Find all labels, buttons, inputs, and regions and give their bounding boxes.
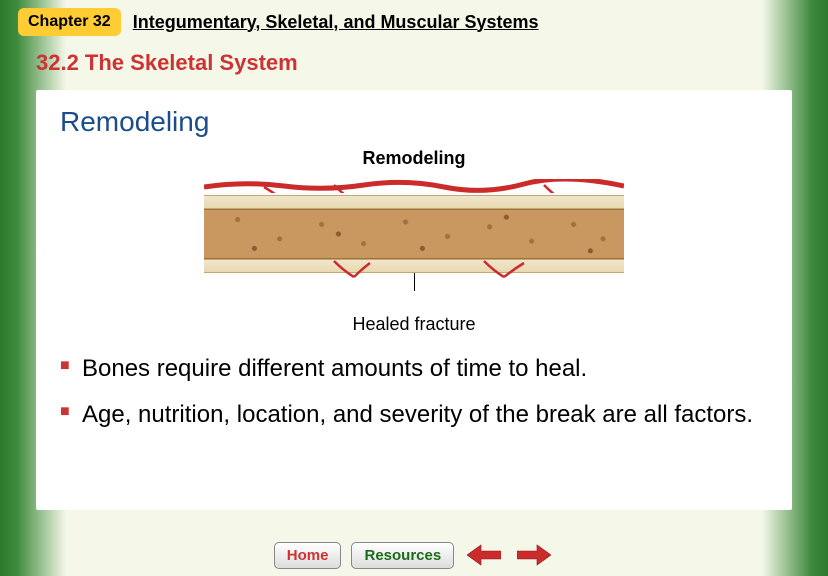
bone-diagram (204, 175, 624, 305)
slide-header: Chapter 32 Integumentary, Skeletal, and … (0, 0, 828, 36)
diagram-label-top: Remodeling (60, 148, 768, 169)
pointer-line (414, 273, 415, 291)
resources-button[interactable]: Resources (351, 542, 454, 569)
bullet-item: Age, nutrition, location, and severity o… (60, 399, 768, 431)
bullet-item: Bones require different amounts of time … (60, 353, 768, 385)
diagram-label-bottom: Healed fracture (60, 314, 768, 335)
topic-title: Remodeling (60, 106, 768, 138)
spongy-bone (204, 209, 624, 259)
chapter-tab: Chapter 32 (18, 8, 121, 36)
blood-vessel-top (204, 179, 624, 193)
slide: Chapter 32 Integumentary, Skeletal, and … (0, 0, 828, 576)
arrow-left-icon (467, 543, 501, 567)
periosteum-top (204, 195, 624, 209)
home-button[interactable]: Home (274, 542, 342, 569)
content-box: Remodeling Remodeling (36, 90, 792, 510)
next-button[interactable] (514, 540, 554, 570)
arrow-right-icon (517, 543, 551, 567)
footer-nav: Home Resources (0, 540, 828, 570)
bullet-list: Bones require different amounts of time … (60, 353, 768, 432)
remodeling-diagram: Remodeling (60, 148, 768, 335)
chapter-title: Integumentary, Skeletal, and Muscular Sy… (133, 12, 539, 33)
prev-button[interactable] (464, 540, 504, 570)
section-title: 32.2 The Skeletal System (36, 50, 828, 76)
